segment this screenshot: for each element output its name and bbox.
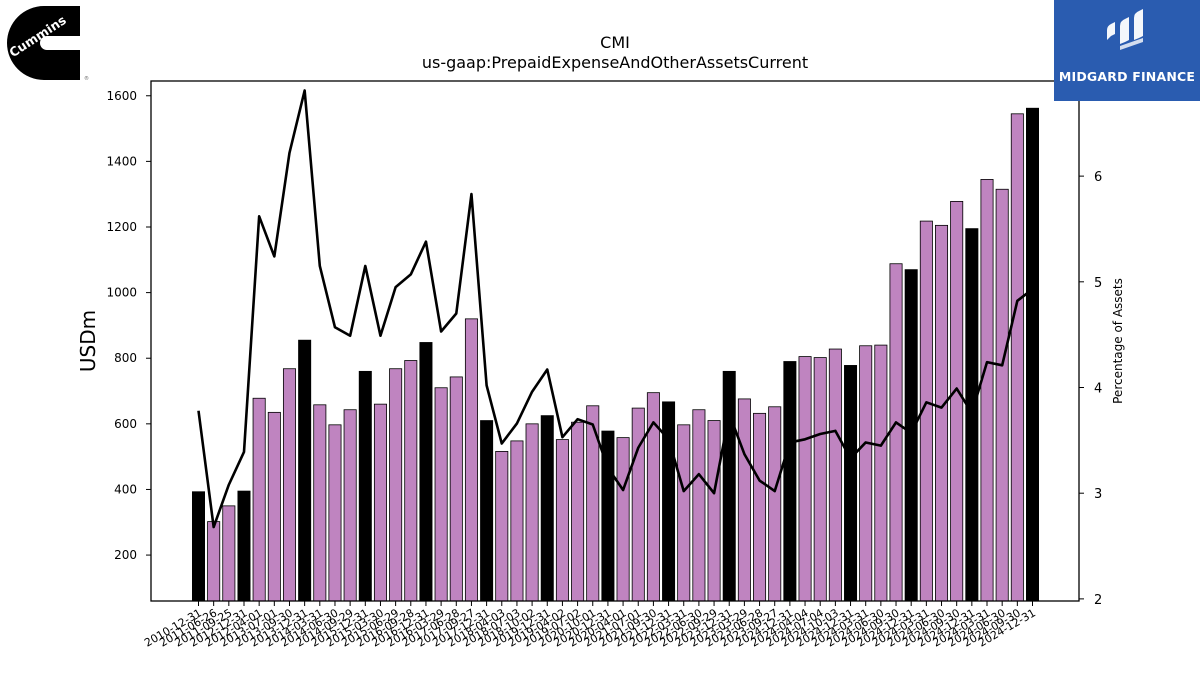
bar: [555, 439, 569, 602]
y2-axis-ticks: 2 3 4 5 6: [1079, 170, 1102, 608]
bar: [571, 421, 585, 602]
bar: [434, 387, 448, 602]
cummins-logo: Cummins ®: [4, 4, 90, 82]
line-series: [197, 89, 1034, 529]
bar: [237, 490, 251, 602]
bar: [844, 365, 858, 602]
y-tick-label: 1000: [106, 286, 137, 300]
bar: [419, 342, 433, 602]
midgard-finance-name: MIDGARD FINANCE: [1058, 69, 1196, 84]
bar-series: [191, 107, 1040, 602]
bar: [207, 521, 221, 602]
bar: [707, 420, 721, 602]
bar: [252, 397, 266, 602]
bar: [525, 423, 539, 602]
axes: [150, 80, 1080, 602]
y-tick-label: 400: [114, 482, 137, 496]
y-tick-label: 1400: [106, 154, 137, 168]
bar: [358, 370, 372, 602]
percentage-line: [197, 89, 1034, 529]
bar: [722, 370, 736, 602]
y-axis-ticks: 200 400 600 800 1000 1200 1400 1600: [106, 89, 151, 562]
bar: [267, 411, 281, 602]
y-tick-label: 1200: [106, 220, 137, 234]
y2-tick-label: 3: [1094, 487, 1102, 502]
bar: [889, 263, 903, 602]
bar: [222, 505, 236, 602]
y2-tick-label: 2: [1094, 593, 1102, 608]
bar: [783, 361, 797, 602]
y2-tick-label: 5: [1094, 276, 1102, 291]
y-axis-label: USDm: [76, 310, 100, 372]
bar: [480, 420, 494, 602]
bar: [798, 356, 812, 602]
bar: [662, 401, 676, 602]
bar: [404, 360, 418, 602]
bar: [282, 368, 296, 602]
bar: [950, 200, 964, 602]
bar: [449, 376, 463, 602]
bar: [313, 404, 327, 602]
svg-text:®: ®: [84, 75, 89, 82]
midgard-m-icon: [1107, 9, 1143, 50]
bar: [298, 339, 312, 602]
bar: [616, 437, 630, 602]
bar: [828, 348, 842, 602]
bar: [995, 188, 1009, 602]
midgard-finance-logo: MIDGARD FINANCE: [1054, 0, 1200, 101]
bar: [389, 368, 403, 602]
bar: [768, 406, 782, 602]
y-tick-label: 1600: [106, 89, 137, 103]
bar: [464, 318, 478, 602]
bar: [373, 403, 387, 602]
chart-subtitle: us-gaap:PrepaidExpenseAndOtherAssetsCurr…: [422, 53, 808, 72]
bar: [980, 179, 994, 602]
bar: [540, 415, 554, 602]
bar: [191, 491, 205, 602]
y2-tick-label: 4: [1094, 382, 1102, 397]
y2-axis-label: Percentage of Assets: [1111, 278, 1125, 404]
bar: [510, 440, 524, 602]
bar: [631, 407, 645, 602]
bar: [935, 224, 949, 602]
bar: [343, 409, 357, 602]
bar: [965, 228, 979, 602]
bar: [677, 424, 691, 602]
chart-title: CMI: [600, 33, 630, 52]
y2-tick-label: 6: [1094, 170, 1102, 185]
bar: [328, 424, 342, 602]
y-tick-label: 200: [114, 548, 137, 562]
bar: [1026, 107, 1040, 602]
bar: [813, 357, 827, 602]
y-tick-label: 600: [114, 417, 137, 431]
bar: [737, 398, 751, 602]
x-axis-ticks: 2010-12-312011-06-262011-09-252012-12-31…: [142, 601, 1038, 650]
bar: [692, 409, 706, 602]
bar: [874, 344, 888, 602]
bar: [1010, 113, 1024, 602]
y-tick-label: 800: [114, 351, 137, 365]
bar: [753, 412, 767, 602]
bar: [495, 450, 509, 602]
plot-frame: [150, 80, 1080, 602]
bar: [859, 345, 873, 602]
bar: [904, 269, 918, 602]
